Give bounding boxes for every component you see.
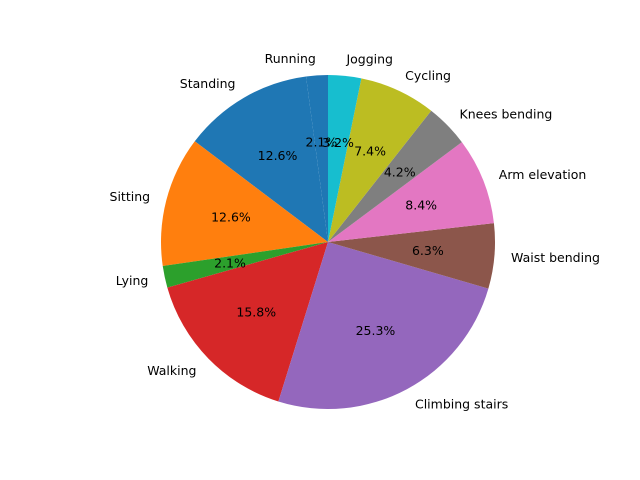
slice-label-running: Running — [265, 51, 316, 66]
pie-slice-arm-elevation — [328, 142, 494, 242]
slice-pct-waist-bending: 6.3% — [412, 243, 444, 258]
slice-pct-standing: 12.6% — [258, 148, 298, 163]
slice-pct-cycling: 7.4% — [354, 144, 386, 159]
pie-slice-running — [306, 75, 328, 242]
pie-slice-waist-bending — [328, 223, 495, 289]
slice-pct-running: 2.1% — [306, 135, 338, 150]
slice-label-waist-bending: Waist bending — [511, 250, 600, 265]
slice-pct-walking: 15.8% — [236, 304, 276, 319]
slice-label-jogging: Jogging — [345, 52, 393, 67]
slice-label-standing: Standing — [180, 76, 236, 91]
slice-label-walking: Walking — [147, 363, 196, 378]
slice-pct-arm-elevation: 8.4% — [405, 198, 437, 213]
pie-slices — [160, 74, 495, 409]
slice-pct-sitting: 12.6% — [211, 210, 251, 225]
pie-slice-jogging — [328, 74, 362, 242]
slice-pct-knees-bending: 4.2% — [384, 165, 416, 180]
pie-slice-cycling — [328, 78, 432, 242]
slice-label-cycling: Cycling — [405, 68, 451, 83]
pie-slice-walking — [167, 242, 328, 402]
slice-label-climbing-stairs: Climbing stairs — [415, 396, 508, 411]
pie-slice-standing — [194, 76, 328, 242]
pie-slice-lying — [162, 242, 328, 288]
slice-label-knees-bending: Knees bending — [460, 106, 553, 121]
slice-label-arm-elevation: Arm elevation — [499, 167, 586, 182]
slice-pct-lying: 2.1% — [214, 255, 246, 270]
pie-slice-climbing-stairs — [278, 242, 489, 409]
pie-slice-sitting — [160, 141, 328, 267]
pie-labels: Running 2.1% Standing 12.6% Sitting 12.6% Lyin… — [110, 51, 600, 411]
slice-label-lying: Lying — [116, 273, 149, 288]
slice-label-sitting: Sitting — [110, 189, 151, 204]
pie-slice-knees-bending — [328, 110, 462, 242]
slice-pct-jogging: 3.2% — [322, 135, 354, 150]
slice-pct-climbing-stairs: 25.3% — [356, 323, 396, 338]
